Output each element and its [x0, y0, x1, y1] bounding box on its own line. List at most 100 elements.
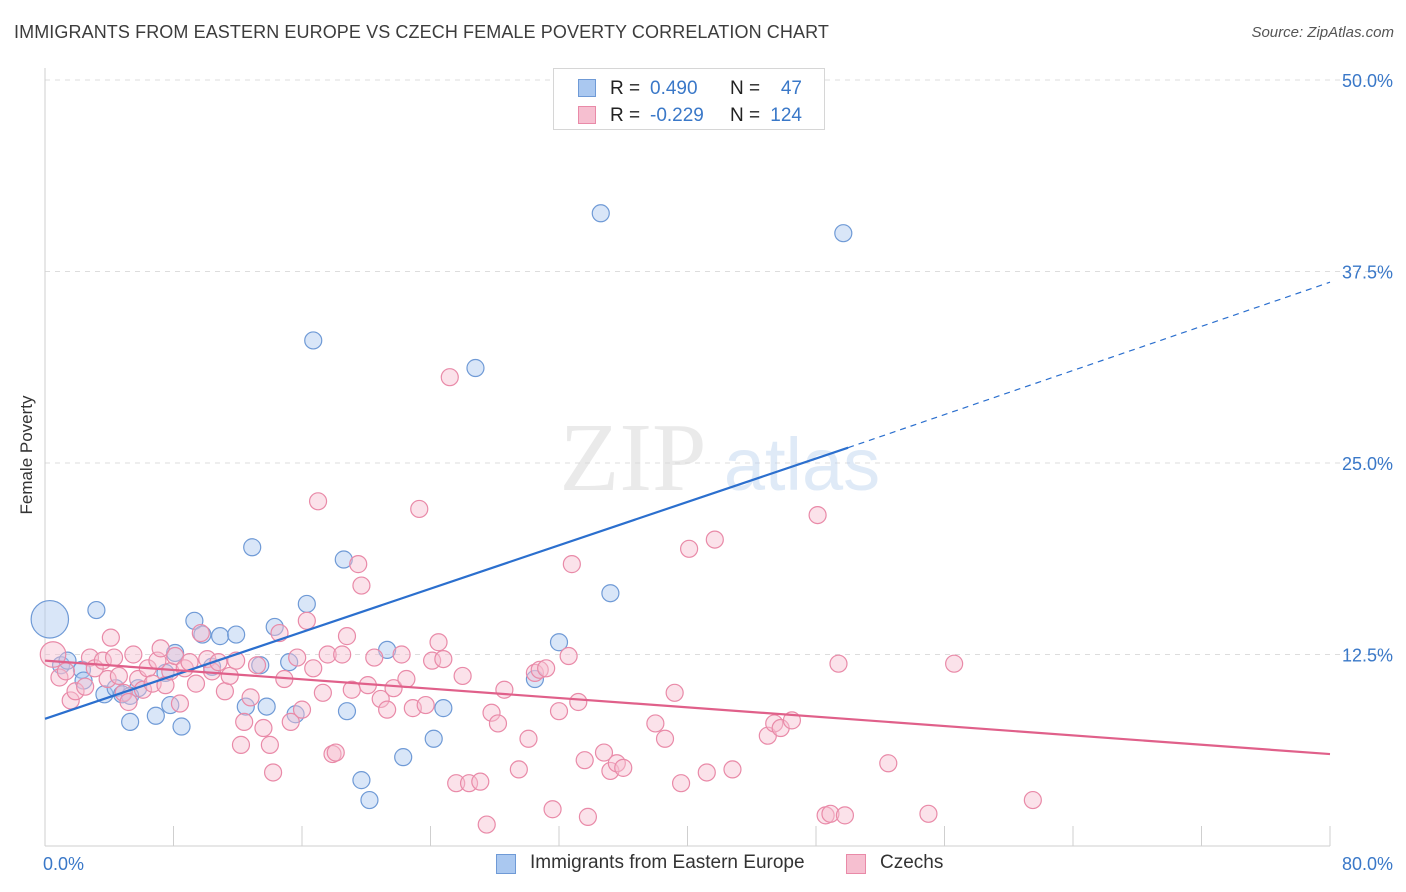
data-point [945, 654, 964, 673]
data-point [66, 682, 85, 701]
y-tick-label: 25.0% [1342, 454, 1393, 474]
data-point [151, 639, 170, 658]
data-point [297, 594, 316, 614]
data-point [191, 623, 210, 643]
series-czechs-points [39, 368, 1042, 834]
y-tick-label: 12.5% [1342, 646, 1393, 666]
data-point [365, 648, 384, 667]
n-value: 124 [770, 105, 802, 126]
n-label: N = [730, 78, 761, 99]
data-point [61, 691, 80, 710]
data-point [879, 754, 898, 773]
data-point [834, 224, 853, 243]
data-point [308, 492, 328, 511]
legend-label: Czechs [880, 852, 944, 873]
data-point [471, 772, 490, 791]
data-point [352, 771, 371, 790]
data-point [243, 538, 262, 557]
data-point [210, 627, 230, 646]
data-point [263, 763, 283, 782]
data-point [466, 358, 485, 378]
data-point [235, 712, 254, 732]
data-point [429, 633, 448, 652]
data-point [562, 555, 581, 574]
data-point [808, 505, 827, 525]
data-point [821, 804, 840, 823]
trend-line-czechs [44, 659, 1331, 756]
data-point [829, 654, 848, 673]
data-point [313, 683, 332, 702]
data-point [509, 760, 528, 779]
y-tick-label: 37.5% [1342, 263, 1393, 283]
data-point [337, 627, 357, 646]
watermark: ZIP atlas [560, 404, 881, 512]
data-point [254, 718, 273, 738]
data-point [655, 729, 675, 748]
data-point [424, 729, 443, 748]
data-point [530, 660, 549, 679]
data-point [121, 712, 140, 732]
watermark-zip: ZIP [560, 404, 707, 512]
stats-swatch-blue [578, 79, 596, 97]
data-point [231, 735, 251, 754]
data-point [477, 815, 496, 834]
data-point [723, 760, 742, 779]
data-point [434, 699, 453, 718]
data-point [349, 555, 368, 574]
data-point [337, 702, 357, 721]
data-point [835, 806, 855, 825]
data-point [172, 717, 191, 736]
data-point [607, 754, 626, 773]
data-point [304, 659, 323, 678]
data-point [416, 695, 435, 715]
stats-row-czechs: R = -0.229 N = 124 [554, 102, 824, 128]
data-point [297, 611, 316, 630]
data-point [537, 659, 556, 678]
data-point [397, 669, 416, 689]
data-point [170, 694, 190, 713]
data-point [594, 743, 614, 762]
x-tick-label: 0.0% [43, 854, 84, 874]
data-point [575, 751, 594, 770]
data-point [614, 758, 633, 777]
data-point [549, 702, 569, 721]
stats-legend: R = 0.490 N = 47 R = -0.229 N = 124 [553, 68, 825, 130]
legend-swatch-blue [496, 854, 516, 874]
x-tick-labels: 0.0% 80.0% [43, 854, 1393, 874]
r-label: R = [610, 78, 641, 99]
data-point [525, 663, 545, 682]
data-point [87, 600, 106, 620]
r-label: R = [610, 105, 641, 126]
watermark-atlas: atlas [724, 423, 880, 506]
data-point [257, 697, 276, 716]
trend-line-immigrants [44, 446, 849, 720]
data-point [352, 576, 371, 595]
data-point [146, 706, 165, 725]
data-point [543, 800, 562, 819]
data-point [549, 633, 569, 652]
data-point [156, 676, 175, 695]
data-point [665, 683, 684, 702]
y-tick-labels: 12.5% 25.0% 37.5% 50.0% [1342, 71, 1393, 666]
series-immigrants-points [30, 204, 853, 810]
data-point [124, 645, 143, 664]
data-point [334, 550, 353, 569]
data-point [247, 656, 267, 675]
stats-row-immigrants: R = 0.490 N = 47 [554, 75, 824, 101]
data-point [30, 599, 70, 639]
grid-lines [45, 79, 1395, 655]
data-point [410, 499, 429, 519]
data-point [318, 645, 337, 664]
data-point [680, 539, 699, 558]
n-value: 47 [780, 78, 802, 99]
data-point [705, 530, 724, 549]
data-point [525, 669, 545, 689]
data-point [227, 625, 246, 644]
data-point [646, 714, 665, 733]
data-point [104, 648, 124, 667]
data-point [559, 646, 578, 666]
data-point [241, 688, 260, 707]
x-tick-label: 80.0% [1342, 854, 1393, 874]
data-point [394, 748, 413, 767]
